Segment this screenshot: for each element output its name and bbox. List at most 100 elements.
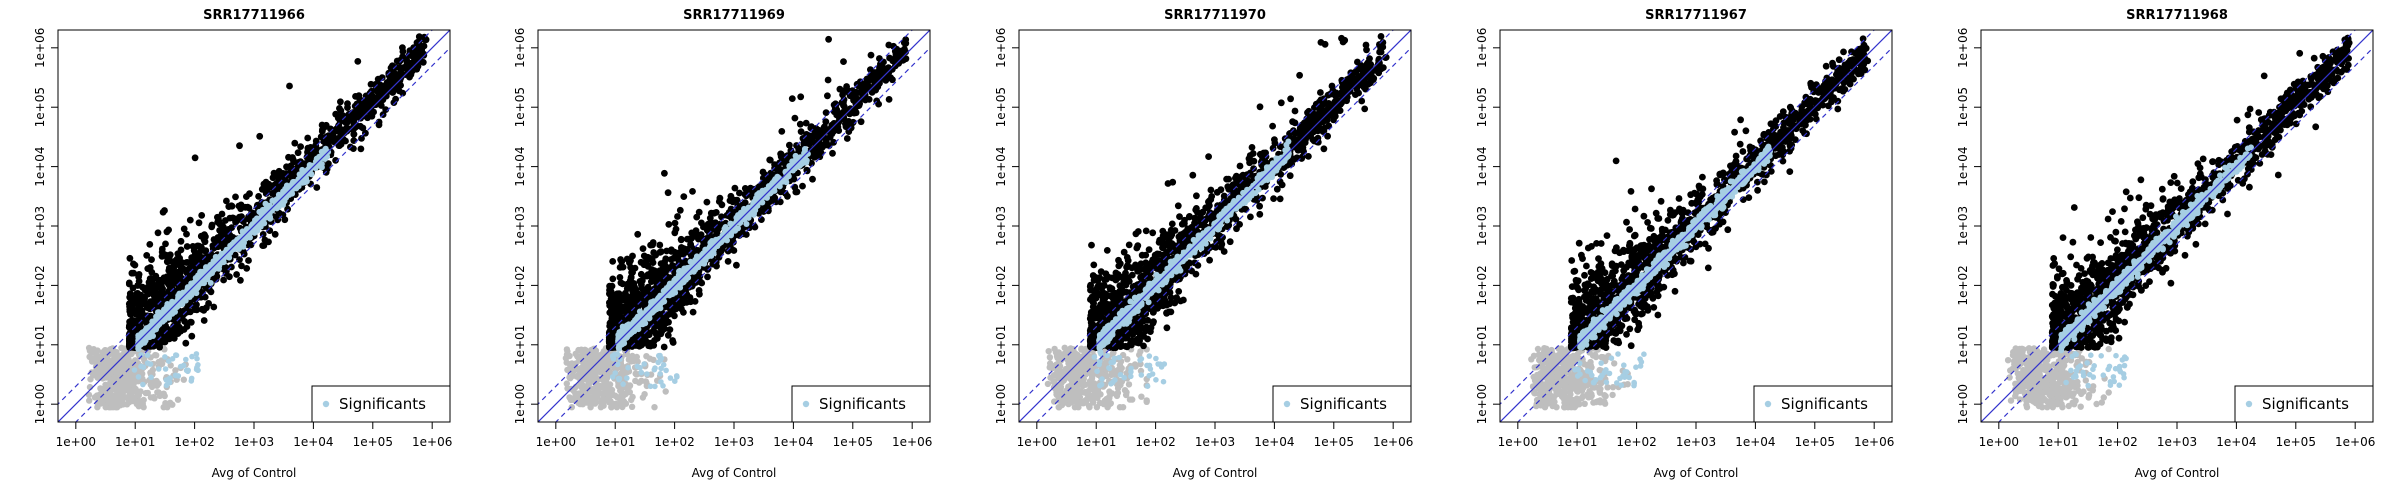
gene-point xyxy=(237,276,244,284)
gene-point xyxy=(205,300,213,307)
low-count-point xyxy=(96,392,104,399)
gene-point xyxy=(786,141,793,149)
gene-point xyxy=(256,132,264,140)
low-count-point xyxy=(592,397,599,405)
low-count-point xyxy=(115,370,123,377)
gene-point xyxy=(731,184,739,192)
low-count-point xyxy=(608,404,615,411)
gene-point xyxy=(328,135,336,143)
gene-point xyxy=(860,94,868,102)
gene-point xyxy=(366,112,374,119)
low-count-point xyxy=(584,388,591,395)
gene-point xyxy=(712,219,719,227)
gene-point xyxy=(154,293,162,301)
low-count-point xyxy=(589,347,596,355)
significant-point xyxy=(290,179,296,185)
gene-point xyxy=(245,214,253,222)
low-count-point xyxy=(113,391,120,399)
significant-point xyxy=(193,366,200,373)
gene-point xyxy=(682,258,689,265)
gene-point xyxy=(771,161,778,169)
low-count-point xyxy=(158,357,165,364)
gene-point xyxy=(237,205,245,213)
gene-point xyxy=(657,248,665,256)
gene-point xyxy=(845,118,853,125)
gene-point xyxy=(892,58,900,66)
low-count-point xyxy=(126,359,133,366)
gene-point xyxy=(716,194,724,202)
gene-point xyxy=(609,258,617,265)
gene-point xyxy=(335,142,343,150)
low-count-point xyxy=(180,376,187,383)
gene-point xyxy=(615,300,623,308)
gene-point xyxy=(348,113,356,121)
low-count-point xyxy=(587,396,594,403)
gene-point xyxy=(657,330,665,338)
low-count-point xyxy=(109,404,117,411)
gene-point xyxy=(729,198,737,206)
gene-point xyxy=(191,306,199,313)
upper-fold-line xyxy=(58,30,433,405)
gene-point xyxy=(129,284,137,292)
low-count-point xyxy=(598,396,606,404)
gene-point xyxy=(847,124,855,132)
low-count-point xyxy=(172,367,179,374)
significant-point xyxy=(162,312,169,319)
gene-point xyxy=(399,89,407,97)
low-count-point xyxy=(161,392,168,400)
gene-point xyxy=(784,192,791,200)
gene-point xyxy=(350,130,358,138)
significant-point xyxy=(797,157,804,164)
low-count-point xyxy=(130,394,137,402)
gene-point xyxy=(680,245,688,253)
significant-point xyxy=(155,366,162,372)
x-tick-label: 1e+01 xyxy=(115,435,155,449)
significant-point xyxy=(172,372,179,379)
gene-point xyxy=(144,290,152,297)
low-count-point xyxy=(126,399,133,406)
gene-point xyxy=(668,308,676,316)
gene-point xyxy=(671,229,679,237)
legend-box xyxy=(311,385,451,423)
significant-point xyxy=(266,208,273,215)
gene-point xyxy=(664,331,672,339)
gene-point xyxy=(676,206,684,214)
x-tick-label: 1e+05 xyxy=(353,435,393,449)
gene-point xyxy=(266,227,274,235)
gene-point xyxy=(671,219,679,227)
gene-point xyxy=(297,143,304,151)
y-tick-label: 1e+00 xyxy=(33,384,47,424)
low-count-point xyxy=(147,381,154,388)
low-count-point xyxy=(144,389,151,397)
gene-point xyxy=(397,82,404,89)
significant-point xyxy=(135,346,142,352)
gene-point xyxy=(332,157,339,164)
gene-point xyxy=(638,281,645,289)
plot-area xyxy=(538,30,930,422)
gene-point xyxy=(169,272,177,279)
gene-point xyxy=(146,275,154,283)
significant-point xyxy=(183,367,190,374)
gene-point xyxy=(641,336,649,344)
low-count-point xyxy=(112,355,120,363)
gene-point xyxy=(303,153,311,161)
gene-point xyxy=(231,251,239,259)
gene-point xyxy=(802,119,810,127)
gene-point xyxy=(197,243,205,251)
low-count-point xyxy=(88,369,95,376)
gene-point xyxy=(692,227,700,235)
low-count-point xyxy=(633,353,640,361)
significant-point xyxy=(142,326,149,333)
gene-point xyxy=(420,36,428,43)
gene-point xyxy=(182,339,190,347)
gene-point xyxy=(690,246,698,254)
gene-point xyxy=(138,313,146,321)
gene-point xyxy=(191,154,199,162)
gene-point xyxy=(660,269,667,277)
low-count-point xyxy=(116,362,124,370)
gene-point xyxy=(852,109,860,117)
gene-point xyxy=(135,271,143,278)
gene-point xyxy=(644,283,652,291)
gene-point xyxy=(325,160,332,168)
